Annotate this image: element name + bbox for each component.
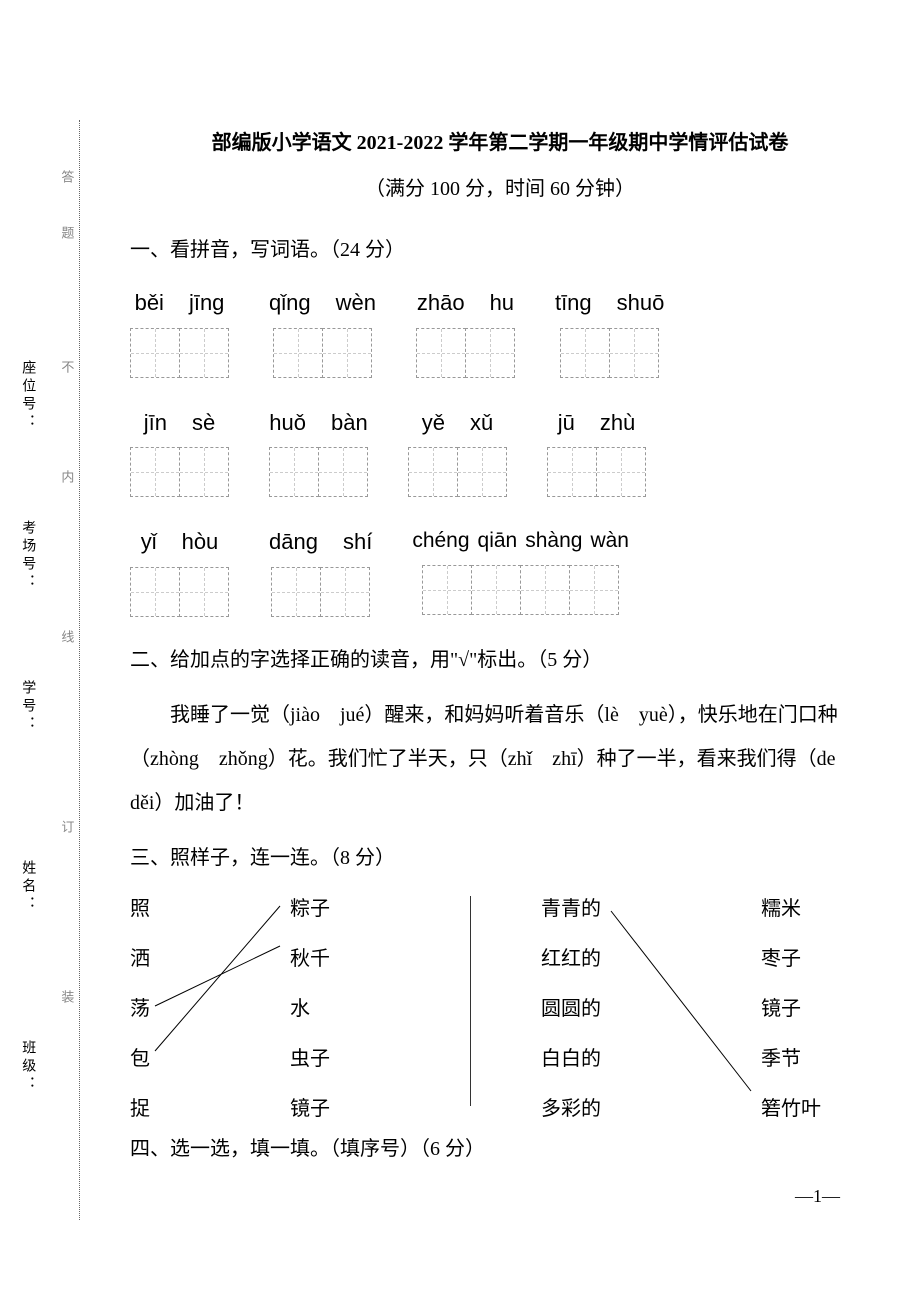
sidebar-label-id: 学号：: [15, 680, 40, 734]
match-item[interactable]: 镜子: [290, 1091, 330, 1127]
write-cell[interactable]: [130, 567, 180, 617]
pinyin-group: jīnsè: [130, 403, 229, 498]
match-item[interactable]: 秋千: [290, 941, 330, 977]
pinyin-group: yěxǔ: [408, 403, 507, 498]
match-section: 照 洒 荡 包 捉 粽子 秋千 水 虫子 镜子 青青的 红红的: [130, 891, 870, 1111]
exam-subtitle: （满分 100 分，时间 60 分钟）: [130, 171, 870, 207]
match-item[interactable]: 镜子: [761, 991, 821, 1027]
main-content: 部编版小学语文 2021-2022 学年第二学期一年级期中学情评估试卷 （满分 …: [130, 0, 920, 1167]
write-cell[interactable]: [130, 447, 180, 497]
sidebar-dash-2: 订: [55, 820, 78, 848]
section-3-header: 三、照样子，连一连。（8 分）: [130, 840, 870, 876]
section-4-header: 四、选一选，填一填。（填序号）（6 分）: [130, 1131, 870, 1167]
match-item[interactable]: 水: [290, 991, 330, 1027]
match-item[interactable]: 荡: [130, 991, 150, 1027]
pinyin-group: jūzhù: [547, 403, 646, 498]
write-cell[interactable]: [471, 565, 521, 615]
match-item[interactable]: 粽子: [290, 891, 330, 927]
match-group-1: 照 洒 荡 包 捉 粽子 秋千 水 虫子 镜子: [130, 891, 430, 1111]
write-cell[interactable]: [322, 328, 372, 378]
match-left-col: 照 洒 荡 包 捉: [130, 891, 150, 1127]
sidebar-dash-4: 内: [55, 470, 78, 498]
sidebar-label-name: 姓名：: [15, 860, 40, 914]
sidebar-dash-1: 装: [55, 990, 78, 1018]
match-left-col: 青青的 红红的 圆圆的 白白的 多彩的: [541, 891, 601, 1127]
match-right-col: 糯米 枣子 镜子 季节 箬竹叶: [761, 891, 821, 1127]
pinyin-group: tīngshuō: [555, 283, 664, 378]
write-cell[interactable]: [596, 447, 646, 497]
sidebar-label-room: 考场号：: [15, 520, 40, 592]
section-2-paragraph: 我睡了一觉（jiào jué）醒来，和妈妈听着音乐（lè yuè），快乐地在门口…: [130, 693, 870, 825]
pinyin-row-1: běijīng qǐngwèn zhāohu tīngshuō: [130, 283, 870, 378]
sidebar-label-class: 班级：: [15, 1040, 40, 1094]
write-cell[interactable]: [609, 328, 659, 378]
section-1-header: 一、看拼音，写词语。（24 分）: [130, 232, 870, 268]
write-cell[interactable]: [520, 565, 570, 615]
exam-title: 部编版小学语文 2021-2022 学年第二学期一年级期中学情评估试卷: [130, 125, 870, 161]
match-item[interactable]: 红红的: [541, 941, 601, 977]
match-item[interactable]: 季节: [761, 1041, 821, 1077]
match-item[interactable]: 枣子: [761, 941, 821, 977]
write-cell[interactable]: [465, 328, 515, 378]
sidebar-label-seat: 座位号：: [15, 360, 40, 432]
pinyin-row-2: jīnsè huǒbàn yěxǔ jūzhù: [130, 403, 870, 498]
match-item[interactable]: 多彩的: [541, 1091, 601, 1127]
connect-lines-1: [130, 891, 430, 1111]
match-item[interactable]: 照: [130, 891, 150, 927]
sidebar-dash-6: 答 题: [55, 170, 78, 254]
match-item[interactable]: 虫子: [290, 1041, 330, 1077]
match-right-col: 粽子 秋千 水 虫子 镜子: [290, 891, 330, 1127]
write-cell[interactable]: [271, 567, 321, 617]
write-cell[interactable]: [320, 567, 370, 617]
write-cell[interactable]: [547, 447, 597, 497]
match-item[interactable]: 捉: [130, 1091, 150, 1127]
write-cell[interactable]: [179, 447, 229, 497]
pinyin-group-wide: chéngqiānshàngwàn: [412, 522, 629, 617]
write-cell[interactable]: [408, 447, 458, 497]
match-item[interactable]: 白白的: [541, 1041, 601, 1077]
write-cell[interactable]: [179, 328, 229, 378]
section-2-header: 二、给加点的字选择正确的读音，用"√"标出。（5 分）: [130, 642, 870, 678]
write-cell[interactable]: [130, 328, 180, 378]
write-cell[interactable]: [269, 447, 319, 497]
write-cell[interactable]: [273, 328, 323, 378]
pinyin-group: yǐhòu: [130, 522, 229, 617]
write-cell[interactable]: [318, 447, 368, 497]
binding-sidebar: 班级： 姓名： 学号： 考场号： 座位号： 装 订 线 内 不 答 题: [20, 120, 80, 1220]
write-cell[interactable]: [569, 565, 619, 615]
write-cell[interactable]: [422, 565, 472, 615]
match-item[interactable]: 箬竹叶: [761, 1091, 821, 1127]
match-divider: [470, 896, 471, 1106]
write-cell[interactable]: [560, 328, 610, 378]
match-item[interactable]: 糯米: [761, 891, 821, 927]
pinyin-group: běijīng: [130, 283, 229, 378]
match-group-2: 青青的 红红的 圆圆的 白白的 多彩的 糯米 枣子 镜子 季节 箬竹叶: [511, 891, 851, 1111]
sidebar-dash-5: 不: [55, 360, 78, 388]
page-number: —1—: [795, 1180, 840, 1212]
match-item[interactable]: 包: [130, 1041, 150, 1077]
pinyin-group: zhāohu: [416, 283, 515, 378]
write-cell[interactable]: [416, 328, 466, 378]
pinyin-group: huǒbàn: [269, 403, 368, 498]
write-cell[interactable]: [457, 447, 507, 497]
sidebar-dash-3: 线: [55, 630, 78, 658]
match-item[interactable]: 洒: [130, 941, 150, 977]
match-item[interactable]: 青青的: [541, 891, 601, 927]
write-cell[interactable]: [179, 567, 229, 617]
pinyin-row-3: yǐhòu dāngshí chéngqiānshàngwàn: [130, 522, 870, 617]
match-item[interactable]: 圆圆的: [541, 991, 601, 1027]
pinyin-group: dāngshí: [269, 522, 372, 617]
pinyin-group: qǐngwèn: [269, 283, 376, 378]
